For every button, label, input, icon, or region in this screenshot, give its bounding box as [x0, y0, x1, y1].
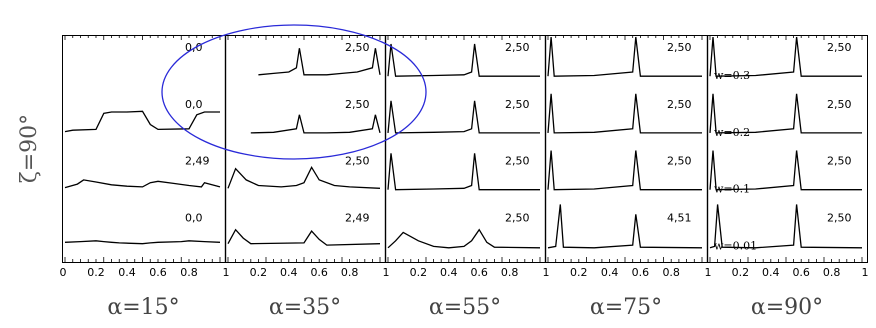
x-tick-label: 0.2: [250, 266, 268, 279]
series-curve: [709, 204, 863, 249]
width-annotation: w=0.3: [714, 69, 750, 82]
series-label: 2,50: [667, 155, 692, 168]
series-curve: [64, 110, 220, 133]
x-tick-label: 0.2: [570, 266, 588, 279]
series-label: 2,50: [505, 41, 530, 54]
series-label: 2,50: [827, 98, 852, 111]
series-curve: [547, 204, 703, 249]
x-tick-label: 0.8: [823, 266, 841, 279]
series-curve: [258, 48, 381, 76]
series-label: 2,50: [345, 41, 370, 54]
series-label: 2,50: [505, 155, 530, 168]
series-label: 4,51: [667, 211, 692, 224]
series-label: 2,50: [505, 211, 530, 224]
x-tick-label: 1: [543, 266, 550, 279]
x-tick-label: 1: [383, 266, 390, 279]
series-label: 2,49: [185, 155, 210, 168]
series-curve: [387, 100, 540, 134]
series-curve: [709, 93, 862, 134]
series-label: 0,0: [185, 211, 203, 224]
series-label: 2,50: [505, 98, 530, 111]
series-label: 0,0: [185, 98, 203, 111]
x-tick-label: 0.2: [732, 266, 750, 279]
x-tick-label: 0.4: [762, 266, 780, 279]
x-tick-label: 0: [60, 266, 67, 279]
series-curve: [709, 150, 862, 191]
highlight-ellipse: [161, 24, 427, 160]
series-label: 2,50: [827, 41, 852, 54]
x-tick-label: 1: [223, 266, 230, 279]
series-label: 2,50: [345, 155, 370, 168]
x-tick-label: 0.4: [440, 266, 458, 279]
panel-label: α=35°: [269, 295, 341, 320]
series-label: 2,50: [667, 98, 692, 111]
x-tick-label: 0.6: [792, 266, 810, 279]
series-curve: [227, 165, 381, 189]
x-tick-label: 0.6: [149, 266, 167, 279]
panel-label: α=75°: [590, 295, 662, 320]
series-curve: [547, 36, 702, 77]
zeta-row-label: ζ=90°: [17, 113, 43, 183]
panel-label: α=15°: [107, 295, 179, 320]
x-tick-label: 0.6: [310, 266, 328, 279]
series-label: 2,50: [345, 98, 370, 111]
series-curve: [64, 179, 221, 189]
x-tick-label: 0.8: [341, 266, 359, 279]
series-curve: [250, 114, 381, 134]
x-tick-label: 0.4: [280, 266, 298, 279]
panel-label: α=55°: [429, 295, 501, 320]
series-label: 2,50: [827, 155, 852, 168]
x-tick-label: 0.8: [501, 266, 519, 279]
plot-frame: [62, 35, 868, 263]
panel-label: α=90°: [751, 295, 823, 320]
x-tick-label: 0.8: [180, 266, 198, 279]
series-curve: [387, 43, 540, 77]
x-tick-label: 0.2: [87, 266, 105, 279]
series-curve: [387, 153, 540, 191]
series-curve: [387, 228, 541, 249]
x-tick-label: 0.6: [470, 266, 488, 279]
series-curve: [547, 93, 702, 134]
series-curve: [64, 240, 221, 245]
x-tick-label: 1: [705, 266, 712, 279]
x-tick-label: 0.4: [118, 266, 136, 279]
series-curve: [709, 36, 862, 77]
series-curve: [547, 150, 702, 191]
x-tick-label: 0.4: [601, 266, 619, 279]
x-tick-label: 0.2: [410, 266, 428, 279]
series-curve: [227, 228, 381, 246]
width-annotation: w=0.1: [714, 183, 750, 196]
width-annotation: w=0.01: [714, 239, 757, 252]
series-label: 2,50: [827, 211, 852, 224]
width-annotation: w=0.2: [714, 126, 750, 139]
x-tick-label: 0.8: [662, 266, 680, 279]
series-label: 2,50: [667, 41, 692, 54]
x-tick-label: 0.6: [632, 266, 650, 279]
x-tick-label: 1: [862, 266, 869, 279]
series-label: 2,49: [345, 211, 370, 224]
